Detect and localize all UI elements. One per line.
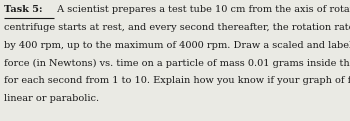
- Text: by 400 rpm, up to the maximum of 4000 rpm. Draw a scaled and labeled graph of th: by 400 rpm, up to the maximum of 4000 rp…: [4, 41, 350, 50]
- Text: Task 5:: Task 5:: [4, 5, 43, 14]
- Text: centrifuge starts at rest, and every second thereafter, the rotation rate of the: centrifuge starts at rest, and every sec…: [4, 23, 350, 32]
- Text: force (in Newtons) vs. time on a particle of mass 0.01 grams inside the test tub: force (in Newtons) vs. time on a particl…: [4, 59, 350, 68]
- Text: A scientist prepares a test tube 10 cm from the axis of rotation in a centrifuge: A scientist prepares a test tube 10 cm f…: [54, 5, 350, 14]
- Text: for each second from 1 to 10. Explain how you know if your graph of force vs. ti: for each second from 1 to 10. Explain ho…: [4, 76, 350, 85]
- Text: linear or parabolic.: linear or parabolic.: [4, 94, 99, 103]
